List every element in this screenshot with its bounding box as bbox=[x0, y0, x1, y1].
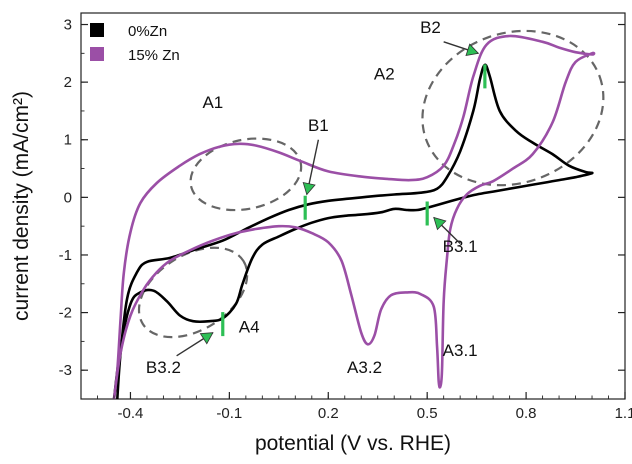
annotation-arrow-head bbox=[199, 332, 214, 345]
x-axis-label: potential (V vs. RHE) bbox=[255, 432, 451, 455]
annotation-a3-1: A3.1 bbox=[443, 341, 478, 360]
annotation-a4: A4 bbox=[239, 318, 260, 337]
annotation-b3-1: B3.1 bbox=[443, 237, 478, 256]
x-tick-label-0: -0.4 bbox=[118, 405, 144, 422]
legend-swatch-0 bbox=[90, 23, 104, 37]
ellipse-a2 bbox=[421, 29, 605, 187]
series-line-1 bbox=[112, 34, 596, 400]
annotation-arrow-head bbox=[465, 43, 480, 57]
annotation-a2: A2 bbox=[374, 64, 395, 83]
y-tick-label-2: -1 bbox=[59, 247, 72, 264]
y-tick-label-6: 3 bbox=[64, 17, 72, 34]
annotation-b1: B1 bbox=[308, 116, 329, 135]
annotation-b3-2: B3.2 bbox=[146, 358, 181, 377]
x-tick-label-1: -0.1 bbox=[216, 405, 242, 422]
annotation-a3-2: A3.2 bbox=[347, 358, 382, 377]
y-tick-label-1: -2 bbox=[59, 305, 72, 322]
y-tick-label-4: 1 bbox=[64, 132, 72, 149]
y-tick-label-0: -3 bbox=[59, 362, 72, 379]
ellipse-layer bbox=[137, 29, 605, 339]
annotation-arrow-head bbox=[302, 181, 316, 196]
series-layer bbox=[112, 34, 596, 400]
y-tick-label-5: 2 bbox=[64, 74, 72, 91]
ellipse-a4 bbox=[137, 246, 249, 339]
annotation-b2: B2 bbox=[420, 18, 441, 37]
ellipse-a1 bbox=[189, 137, 303, 212]
x-tick-label-3: 0.5 bbox=[417, 405, 438, 422]
x-tick-label-4: 0.8 bbox=[516, 405, 537, 422]
legend: 0%Zn 15% Zn bbox=[90, 23, 180, 64]
series-line-0 bbox=[112, 63, 594, 400]
legend-swatch-1 bbox=[90, 47, 104, 61]
annotation-arrow-head bbox=[433, 216, 447, 231]
y-tick-label-3: 0 bbox=[64, 189, 72, 206]
x-tick-label-2: 0.2 bbox=[318, 405, 339, 422]
y-axis-label: current density (mA/cm²) bbox=[10, 91, 33, 321]
x-tick-label-5: 1.1 bbox=[615, 405, 632, 422]
legend-label-0: 0%Zn bbox=[128, 23, 167, 40]
marker-layer bbox=[221, 64, 487, 337]
annotation-a1: A1 bbox=[202, 93, 223, 112]
plot-frame bbox=[80, 12, 626, 400]
annotation-layer: A1 B1 A2 B2 B3.1 A4 A3.2 A3.1 B3.2 bbox=[146, 18, 480, 377]
tick-layer: -0.4 -0.1 0.2 0.5 0.8 1.1 -3 -2 -1 0 1 2 3 bbox=[59, 17, 632, 422]
legend-label-1: 15% Zn bbox=[128, 47, 180, 64]
